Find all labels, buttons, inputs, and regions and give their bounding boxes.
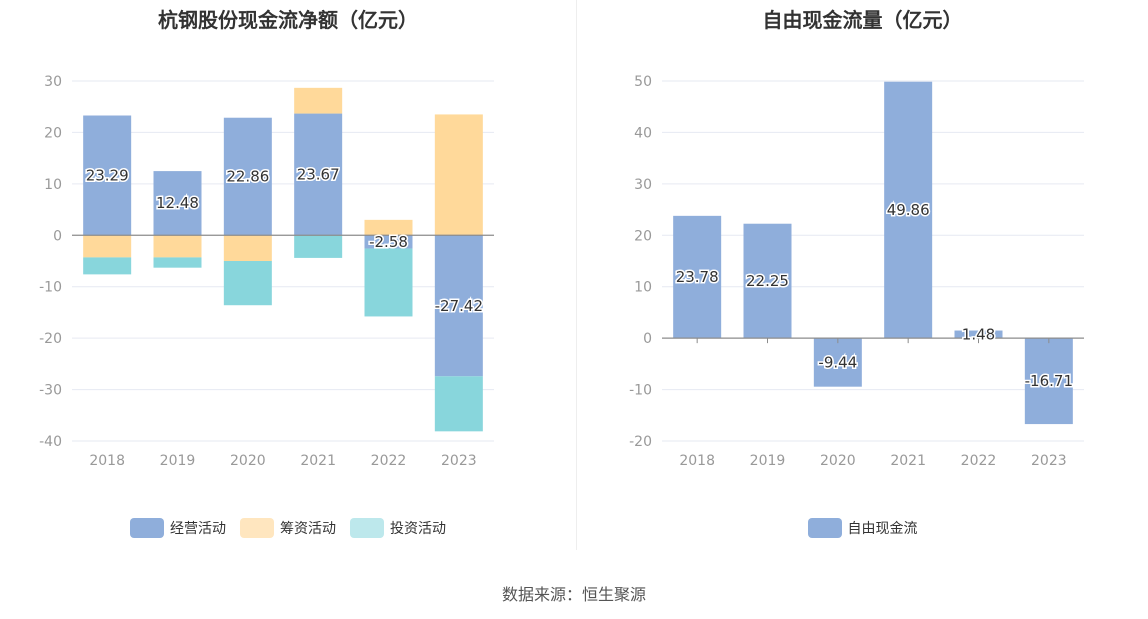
cash-flow-net-x-tick-label: 2023 <box>441 453 477 469</box>
cash-flow-net-data-label: 23.67 <box>297 165 340 183</box>
cash-flow-net-bar-经营活动-2023 <box>434 235 483 377</box>
cash-flow-net-bar-投资活动-2018 <box>83 257 132 275</box>
cash-flow-net-bar-经营活动-2022 <box>364 235 413 249</box>
cash-flow-net-y-tick-label: 20 <box>44 125 62 141</box>
cash-flow-net-y-tick-label: 0 <box>53 228 62 244</box>
cash-flow-net-y-tick-label: -40 <box>39 434 62 450</box>
legend-item-investing[interactable]: 投资活动 <box>350 518 446 538</box>
cash-flow-net-bar-投资活动-2023 <box>434 376 483 432</box>
legend-label-investing: 投资活动 <box>390 521 446 537</box>
legend-item-free-cash-flow[interactable]: 自由现金流 <box>807 518 918 538</box>
cash-flow-net-bar-筹资活动-2018 <box>83 235 132 258</box>
cash-flow-net-x-tick-label: 2020 <box>230 453 266 469</box>
cash-flow-net-bar-经营活动-2018 <box>83 115 132 236</box>
cash-flow-net-bar-经营活动-2019 <box>153 171 202 236</box>
free-cash-flow-data-label: -16.71 <box>1025 372 1073 390</box>
cash-flow-net-data-label: -2.58 <box>369 233 408 251</box>
cash-flow-net-bar-筹资活动-2019 <box>153 235 202 258</box>
panel-divider <box>576 0 577 550</box>
cash-flow-net-chart: 30 20 10 0 -10 -20 -30 -40 2018 2019 2020 2021 2022 2… <box>39 74 494 469</box>
cash-flow-net-bar-投资活动-2021 <box>294 235 343 258</box>
free-cash-flow-y-tick-label: 50 <box>634 74 652 90</box>
cash-flow-net-data-label: 12.48 <box>156 194 199 212</box>
free-cash-flow-x-tick-label: 2021 <box>890 453 926 469</box>
cash-flow-net-data-label: 23.29 <box>86 166 129 184</box>
free-cash-flow-panel: 自由现金流量（亿元） 50 40 30 20 10 0 -10 -20 2018 2019 2020… <box>577 0 1148 550</box>
free-cash-flow-data-label: 23.78 <box>676 268 719 286</box>
legend-label-free-cash-flow: 自由现金流 <box>847 521 918 537</box>
cash-flow-net-panel: 杭钢股份现金流净额（亿元） 30 20 10 0 -10 -20 -30 -40 2018 201… <box>0 0 576 550</box>
cash-flow-net-y-tick-label: -30 <box>39 383 62 399</box>
legend-item-operating[interactable]: 经营活动 <box>130 518 226 538</box>
free-cash-flow-bar-自由现金流-2023 <box>1024 338 1073 425</box>
free-cash-flow-y-tick-label: -20 <box>629 434 652 450</box>
free-cash-flow-x-tick-label: 2019 <box>750 453 786 469</box>
cash-flow-net-x-tick-label: 2018 <box>89 453 125 469</box>
free-cash-flow-y-tick-label: -10 <box>629 383 652 399</box>
cash-flow-net-data-label: -27.42 <box>435 297 483 315</box>
legend-swatch-operating <box>130 518 164 538</box>
cash-flow-net-x-tick-label: 2019 <box>160 453 196 469</box>
cash-flow-net-bar-投资活动-2019 <box>153 257 202 268</box>
cash-flow-net-bar-投资活动-2022 <box>364 248 413 317</box>
cash-flow-net-bar-筹资活动-2023 <box>434 114 483 236</box>
free-cash-flow-x-tick-label: 2020 <box>820 453 856 469</box>
legend-swatch-financing <box>240 518 274 538</box>
legend-item-financing[interactable]: 筹资活动 <box>240 518 336 538</box>
cash-flow-net-bar-筹资活动-2020 <box>223 235 272 261</box>
free-cash-flow-x-tick-label: 2022 <box>961 453 997 469</box>
cash-flow-net-data-label: 22.86 <box>226 168 269 186</box>
free-cash-flow-data-label: 22.25 <box>746 272 789 290</box>
free-cash-flow-bar-自由现金流-2020 <box>813 338 862 387</box>
chart-title-cash-flow-net: 杭钢股份现金流净额（亿元） <box>158 8 418 32</box>
free-cash-flow-y-tick-label: 40 <box>634 125 652 141</box>
free-cash-flow-y-tick-label: 0 <box>643 331 652 347</box>
free-cash-flow-x-tick-label: 2018 <box>679 453 715 469</box>
cash-flow-net-bar-筹资活动-2022 <box>364 219 413 236</box>
chart-title-free-cash-flow: 自由现金流量（亿元） <box>762 8 963 32</box>
cash-flow-net-bar-经营活动-2021 <box>294 113 343 236</box>
cash-flow-net-y-tick-label: 30 <box>44 74 62 90</box>
legend-label-operating: 经营活动 <box>170 521 226 537</box>
legend-swatch-investing <box>350 518 384 538</box>
free-cash-flow-data-label: 49.86 <box>887 201 930 219</box>
free-cash-flow-bar-自由现金流-2018 <box>673 215 722 339</box>
cash-flow-net-y-tick-label: -20 <box>39 331 62 347</box>
free-cash-flow-x-tick-label: 2023 <box>1031 453 1067 469</box>
free-cash-flow-y-tick-label: 10 <box>634 280 652 296</box>
cash-flow-net-x-tick-label: 2022 <box>371 453 407 469</box>
legend-free-cash-flow: 自由现金流 <box>577 518 1148 538</box>
cash-flow-net-y-tick-label: -10 <box>39 280 62 296</box>
free-cash-flow-y-tick-label: 30 <box>634 177 652 193</box>
cash-flow-net-bar-筹资活动-2021 <box>294 87 343 114</box>
free-cash-flow-bar-自由现金流-2022 <box>954 330 1003 339</box>
cash-flow-net-x-tick-label: 2021 <box>300 453 336 469</box>
legend-label-financing: 筹资活动 <box>280 521 336 537</box>
free-cash-flow-bar-自由现金流-2021 <box>884 81 933 339</box>
cash-flow-net-y-tick-label: 10 <box>44 177 62 193</box>
cash-flow-net-bar-经营活动-2020 <box>223 117 272 236</box>
free-cash-flow-bar-自由现金流-2019 <box>743 223 792 339</box>
free-cash-flow-data-label: -9.44 <box>818 353 857 371</box>
legend-cash-flow-net: 经营活动 筹资活动 投资活动 <box>0 518 576 538</box>
data-source-note: 数据来源：恒生聚源 <box>501 585 646 604</box>
free-cash-flow-data-label: 1.48 <box>962 325 995 343</box>
legend-swatch-free-cash-flow <box>807 518 842 538</box>
free-cash-flow-y-tick-label: 20 <box>634 228 652 244</box>
free-cash-flow-chart: 50 40 30 20 10 0 -10 -20 2018 2019 2020 2021 2022 202… <box>629 74 1084 469</box>
cash-flow-net-bar-投资活动-2020 <box>223 261 272 306</box>
